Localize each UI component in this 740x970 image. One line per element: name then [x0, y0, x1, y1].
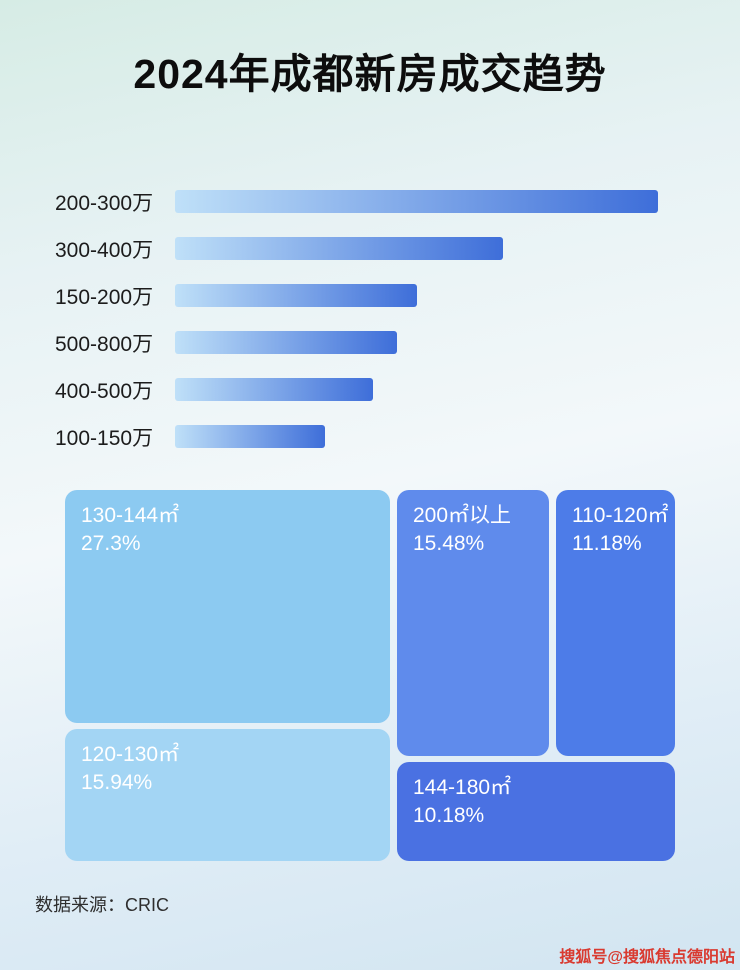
bar-row: 300-400万 [55, 225, 660, 272]
bar-label: 100-150万 [55, 426, 154, 450]
bar-track [175, 425, 658, 448]
page-title: 2024年成都新房成交趋势 [133, 51, 607, 97]
treemap-label: 144-180㎡ [413, 776, 512, 799]
bar-fill [175, 378, 374, 401]
bar-fill [175, 190, 658, 213]
bar-fill [175, 237, 504, 260]
bar-row: 200-300万 [55, 178, 660, 225]
bar-row: 400-500万 [55, 366, 660, 413]
treemap-block: 120-130㎡ 15.94% [65, 729, 390, 861]
bar-label: 300-400万 [55, 238, 154, 262]
bar-track [175, 378, 658, 401]
watermark: 搜狐号@搜狐焦点德阳站 [559, 949, 735, 966]
bar-track [175, 190, 658, 213]
bar-row: 500-800万 [55, 319, 660, 366]
price-range-bar-chart: 200-300万 300-400万 150-200万 500-800万 400-… [0, 178, 740, 460]
bar-track [175, 331, 658, 354]
treemap-block: 144-180㎡ 10.18% [397, 762, 675, 861]
treemap-block: 130-144㎡ 27.3% [65, 490, 390, 723]
treemap-label: 110-120㎡ [572, 504, 669, 527]
treemap-value: 11.18% [572, 532, 642, 556]
bar-fill [175, 284, 417, 307]
bar-label: 400-500万 [55, 379, 154, 403]
bar-track [175, 284, 658, 307]
treemap-block: 110-120㎡ 11.18% [556, 490, 675, 756]
bar-row: 100-150万 [55, 413, 660, 460]
treemap-value: 15.94% [81, 771, 153, 795]
area-treemap: 130-144㎡ 27.3% 120-130㎡ 15.94% 200㎡以上 15… [65, 490, 675, 861]
bar-row: 150-200万 [55, 272, 660, 319]
data-source-note: 数据来源：CRIC [35, 895, 169, 915]
treemap-label: 120-130㎡ [81, 743, 180, 766]
treemap-value: 10.18% [413, 804, 485, 828]
bar-label: 150-200万 [55, 285, 154, 309]
bar-fill [175, 425, 325, 448]
bar-fill [175, 331, 398, 354]
treemap-label: 200㎡以上 [413, 504, 512, 527]
bar-track [175, 237, 658, 260]
bar-label: 200-300万 [55, 191, 154, 215]
treemap-value: 15.48% [413, 532, 485, 556]
treemap-value: 27.3% [81, 532, 141, 556]
treemap-block: 200㎡以上 15.48% [397, 490, 549, 756]
bar-label: 500-800万 [55, 332, 154, 356]
treemap-label: 130-144㎡ [81, 504, 180, 527]
